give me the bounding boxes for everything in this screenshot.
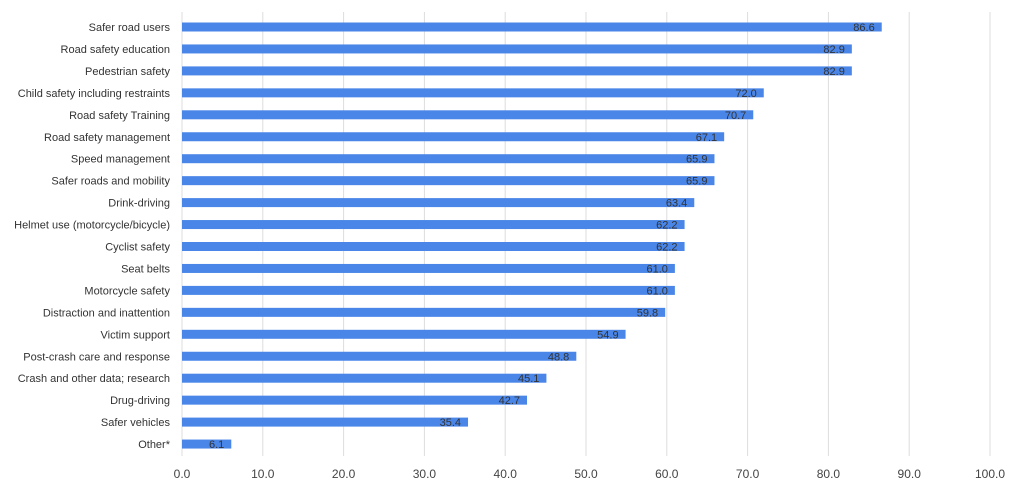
value-label: 45.1 — [518, 373, 539, 385]
category-label: Speed management — [71, 154, 170, 166]
value-label: 61.0 — [646, 285, 667, 297]
x-tick-label: 0.0 — [174, 467, 191, 481]
value-label: 72.0 — [735, 88, 756, 100]
category-label: Cyclist safety — [105, 242, 170, 254]
bar — [182, 373, 547, 383]
category-label: Road safety management — [44, 132, 170, 144]
category-label: Seat belts — [121, 263, 170, 275]
x-tick-label: 30.0 — [413, 467, 437, 481]
category-label: Distraction and inattention — [43, 307, 170, 319]
category-label: Drug-driving — [110, 395, 170, 407]
value-label: 70.7 — [725, 110, 746, 122]
bar — [182, 88, 764, 98]
value-label: 42.7 — [499, 395, 520, 407]
value-label: 82.9 — [823, 66, 844, 78]
value-label: 82.9 — [823, 44, 844, 56]
labels-layer: Safer road users 86.6 Road safety educatio… — [14, 22, 875, 451]
value-label: 86.6 — [853, 22, 874, 34]
value-label: 62.2 — [656, 242, 677, 254]
category-label: Child safety including restraints — [18, 88, 171, 100]
value-label: 65.9 — [686, 154, 707, 166]
bar — [182, 417, 469, 427]
value-label: 62.2 — [656, 220, 677, 232]
value-label: 65.9 — [686, 176, 707, 188]
bar — [182, 307, 666, 317]
bar — [182, 154, 715, 164]
bar — [182, 263, 675, 273]
category-label: Road safety Training — [69, 110, 170, 122]
bar — [182, 198, 695, 208]
category-label: Helmet use (motorcycle/bicycle) — [14, 220, 170, 232]
value-label: 54.9 — [597, 329, 618, 341]
category-label: Crash and other data; research — [18, 373, 170, 385]
x-tick-label: 100.0 — [975, 467, 1005, 481]
bar — [182, 44, 852, 54]
category-label: Safer roads and mobility — [51, 176, 170, 188]
category-label: Post-crash care and response — [23, 351, 170, 363]
bar — [182, 329, 626, 339]
bar — [182, 176, 715, 186]
x-tick-label: 10.0 — [251, 467, 275, 481]
category-label: Pedestrian safety — [85, 66, 170, 78]
x-tick-label: 80.0 — [817, 467, 841, 481]
value-label: 6.1 — [209, 439, 224, 451]
bars-layer — [182, 22, 882, 449]
bar — [182, 439, 232, 449]
bar — [182, 351, 577, 361]
bar — [182, 66, 852, 76]
category-label: Drink-driving — [108, 198, 170, 210]
value-label: 35.4 — [440, 417, 461, 429]
grid-layer — [181, 12, 991, 456]
x-axis: 0.0 10.0 20.0 30.0 40.0 50.0 60.0 70.0 80.0 90.0 1… — [174, 467, 1006, 481]
value-label: 63.4 — [666, 198, 687, 210]
value-label: 59.8 — [637, 307, 658, 319]
category-label: Safer road users — [89, 22, 171, 34]
value-label: 48.8 — [548, 351, 569, 363]
bar — [182, 22, 882, 32]
x-tick-label: 70.0 — [736, 467, 760, 481]
x-tick-label: 50.0 — [574, 467, 598, 481]
bar — [182, 285, 675, 295]
category-label: Road safety education — [61, 44, 170, 56]
category-label: Safer vehicles — [101, 417, 171, 429]
bar — [182, 395, 528, 405]
category-label: Motorcycle safety — [84, 285, 170, 297]
x-tick-label: 40.0 — [494, 467, 518, 481]
category-label: Other* — [138, 439, 171, 451]
x-tick-label: 90.0 — [898, 467, 922, 481]
bar — [182, 132, 725, 142]
bar — [182, 220, 685, 230]
x-tick-label: 60.0 — [655, 467, 679, 481]
value-label: 67.1 — [696, 132, 717, 144]
x-tick-label: 20.0 — [332, 467, 356, 481]
bar — [182, 110, 754, 120]
bar — [182, 242, 685, 251]
category-label: Victim support — [101, 329, 171, 341]
value-label: 61.0 — [646, 263, 667, 275]
